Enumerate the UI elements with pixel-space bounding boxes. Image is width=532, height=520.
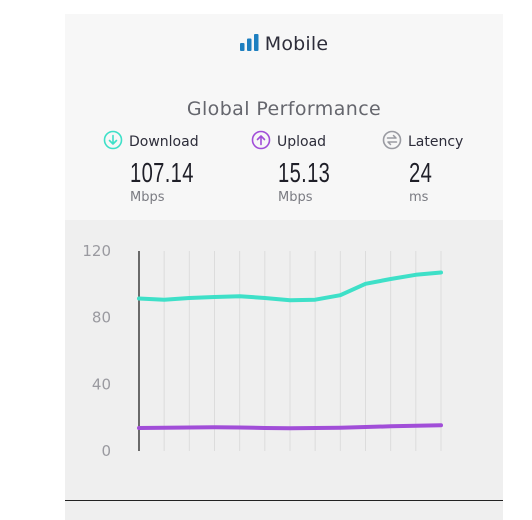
divider-line — [65, 500, 503, 501]
metric-upload-label: Upload — [277, 134, 327, 150]
y-tick-label: 40 — [92, 375, 111, 393]
series-line-download — [137, 270, 443, 303]
swap-circle-icon — [382, 130, 402, 154]
metric-upload: Upload 15.13 Mbps — [251, 130, 371, 212]
y-tick-label: 120 — [82, 242, 111, 260]
metric-download: Download 107.14 Mbps — [103, 130, 223, 212]
series-line-upload — [137, 423, 443, 431]
card-title-label: Mobile — [264, 33, 329, 55]
metric-latency: Latency 24 ms — [382, 130, 502, 212]
arrow-down-circle-icon — [103, 130, 123, 154]
y-tick-label: 80 — [92, 309, 111, 327]
metric-latency-label: Latency — [408, 134, 464, 150]
metric-latency-unit: ms — [409, 190, 429, 205]
metric-upload-unit: Mbps — [278, 190, 313, 205]
chart-area: 0 40 80 120 — [65, 220, 503, 520]
metric-download-label: Download — [129, 134, 199, 150]
section-subtitle: Global Performance — [186, 98, 382, 120]
performance-line-chart: 0 40 80 120 — [82, 242, 443, 460]
card-title: Mobile — [65, 30, 503, 58]
metric-latency-value: 24 — [409, 157, 433, 188]
arrow-up-circle-icon — [251, 130, 271, 154]
metric-upload-value: 15.13 — [278, 157, 331, 188]
card-header-area: Mobile Global Performance Download 107.1… — [65, 14, 503, 220]
metric-download-value: 107.14 — [130, 157, 194, 188]
mobile-performance-card: Mobile Global Performance Download 107.1… — [65, 14, 503, 520]
y-tick-label: 0 — [101, 442, 111, 460]
metric-download-unit: Mbps — [130, 190, 165, 205]
signal-bars-icon — [239, 33, 259, 55]
